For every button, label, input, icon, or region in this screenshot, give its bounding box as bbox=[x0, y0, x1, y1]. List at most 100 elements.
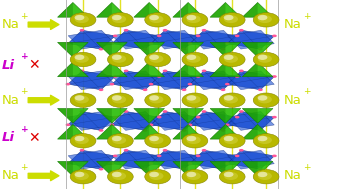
Circle shape bbox=[112, 15, 122, 20]
Circle shape bbox=[109, 42, 114, 45]
Polygon shape bbox=[227, 30, 275, 49]
Text: ✕: ✕ bbox=[28, 58, 39, 72]
Polygon shape bbox=[97, 42, 127, 57]
Polygon shape bbox=[173, 62, 203, 77]
Circle shape bbox=[112, 54, 122, 60]
Circle shape bbox=[80, 70, 84, 72]
Text: ✕: ✕ bbox=[28, 131, 39, 145]
Polygon shape bbox=[68, 30, 115, 49]
Circle shape bbox=[258, 136, 272, 144]
Polygon shape bbox=[58, 42, 88, 57]
Circle shape bbox=[253, 93, 279, 107]
Circle shape bbox=[70, 170, 96, 184]
Circle shape bbox=[258, 172, 272, 180]
Circle shape bbox=[70, 13, 96, 27]
Polygon shape bbox=[242, 108, 258, 123]
Circle shape bbox=[112, 136, 122, 141]
Polygon shape bbox=[242, 62, 273, 77]
Circle shape bbox=[258, 55, 272, 63]
Polygon shape bbox=[134, 161, 164, 176]
Circle shape bbox=[239, 70, 244, 72]
Circle shape bbox=[149, 172, 163, 180]
Circle shape bbox=[70, 93, 96, 107]
Circle shape bbox=[149, 136, 163, 144]
Polygon shape bbox=[112, 150, 159, 169]
Polygon shape bbox=[173, 62, 188, 77]
Circle shape bbox=[145, 93, 171, 107]
Circle shape bbox=[124, 29, 128, 32]
Circle shape bbox=[99, 168, 103, 170]
Polygon shape bbox=[190, 112, 237, 130]
Circle shape bbox=[145, 134, 171, 148]
Circle shape bbox=[187, 123, 192, 126]
Text: Na: Na bbox=[2, 18, 20, 31]
Circle shape bbox=[75, 172, 89, 180]
Polygon shape bbox=[68, 71, 115, 90]
Text: +: + bbox=[20, 12, 27, 21]
Circle shape bbox=[258, 88, 263, 91]
Text: +: + bbox=[303, 163, 310, 172]
Circle shape bbox=[196, 116, 201, 119]
Circle shape bbox=[221, 88, 225, 91]
Circle shape bbox=[186, 54, 196, 60]
Circle shape bbox=[113, 155, 118, 157]
Polygon shape bbox=[134, 62, 149, 77]
Circle shape bbox=[235, 116, 240, 119]
Circle shape bbox=[196, 35, 201, 37]
Circle shape bbox=[239, 110, 244, 113]
Polygon shape bbox=[227, 150, 274, 169]
Circle shape bbox=[225, 42, 230, 45]
Polygon shape bbox=[242, 42, 258, 57]
Circle shape bbox=[157, 155, 162, 157]
Circle shape bbox=[157, 116, 162, 119]
Polygon shape bbox=[210, 108, 241, 123]
Circle shape bbox=[80, 29, 84, 32]
Circle shape bbox=[186, 15, 196, 20]
Polygon shape bbox=[242, 2, 258, 17]
Polygon shape bbox=[68, 71, 115, 90]
Circle shape bbox=[75, 95, 89, 103]
Circle shape bbox=[113, 35, 118, 37]
Circle shape bbox=[99, 88, 103, 91]
Circle shape bbox=[112, 95, 126, 103]
Circle shape bbox=[149, 136, 159, 141]
Polygon shape bbox=[151, 112, 198, 130]
Circle shape bbox=[65, 83, 70, 85]
Circle shape bbox=[186, 15, 201, 23]
Polygon shape bbox=[242, 62, 258, 77]
Circle shape bbox=[219, 170, 245, 184]
Circle shape bbox=[75, 136, 84, 141]
Circle shape bbox=[149, 55, 163, 63]
Bar bbox=[66, 0, 280, 189]
Circle shape bbox=[149, 54, 159, 60]
Circle shape bbox=[75, 136, 89, 144]
Circle shape bbox=[224, 15, 238, 23]
Circle shape bbox=[182, 168, 186, 170]
Circle shape bbox=[258, 136, 267, 141]
Circle shape bbox=[113, 75, 118, 78]
Text: +: + bbox=[20, 163, 27, 172]
Polygon shape bbox=[58, 108, 73, 123]
Circle shape bbox=[258, 95, 272, 103]
Polygon shape bbox=[190, 30, 237, 49]
Circle shape bbox=[149, 15, 159, 20]
Circle shape bbox=[182, 93, 208, 107]
Polygon shape bbox=[134, 108, 149, 123]
Polygon shape bbox=[173, 124, 203, 139]
Circle shape bbox=[235, 75, 240, 78]
Circle shape bbox=[163, 110, 167, 113]
Polygon shape bbox=[68, 112, 115, 130]
Text: +: + bbox=[20, 87, 27, 96]
Text: Li: Li bbox=[2, 59, 15, 72]
Text: Na: Na bbox=[2, 94, 20, 107]
Polygon shape bbox=[134, 124, 164, 139]
Circle shape bbox=[157, 35, 162, 37]
Circle shape bbox=[112, 95, 122, 101]
Circle shape bbox=[149, 172, 159, 177]
Circle shape bbox=[272, 35, 277, 37]
Circle shape bbox=[224, 95, 238, 103]
Circle shape bbox=[182, 48, 186, 50]
Circle shape bbox=[186, 95, 196, 101]
Circle shape bbox=[112, 172, 122, 177]
Polygon shape bbox=[173, 161, 203, 176]
